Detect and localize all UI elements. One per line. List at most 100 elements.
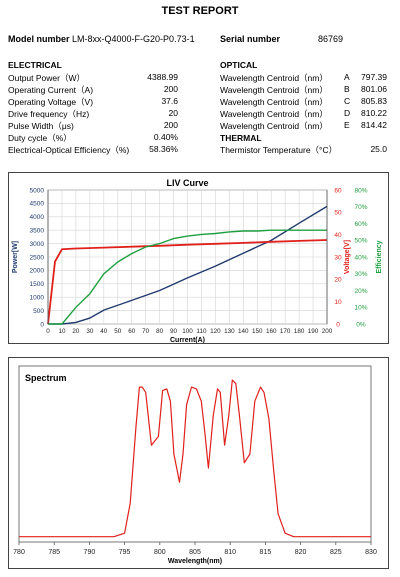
spectrum-x-tick-label: 810: [224, 549, 236, 556]
liv-x-tick-label: 200: [322, 328, 333, 335]
liv-y-right-voltage-tick-label: 60: [334, 187, 342, 194]
optical-value: 805.83: [361, 96, 387, 106]
spectrum-x-tick-label: 805: [189, 549, 201, 556]
liv-x-tick-label: 170: [280, 328, 291, 335]
liv-y-right-voltage-tick-label: 20: [334, 277, 342, 284]
spectrum-x-tick-label: 785: [48, 549, 60, 556]
liv-x-tick-label: 120: [210, 328, 221, 335]
liv-x-tick-label: 20: [72, 328, 80, 335]
optical-value: 801.06: [361, 84, 387, 94]
electrical-value: 0.40%: [153, 132, 178, 142]
liv-y-left-tick-label: 4000: [30, 214, 45, 221]
liv-x-tick-label: 90: [170, 328, 178, 335]
liv-x-tick-label: 80: [156, 328, 164, 335]
liv-y-left-tick-label: 1500: [30, 281, 45, 288]
thermistor-temperature-value: 25.0: [370, 144, 387, 154]
liv-y-right-efficiency-tick-label: 0%: [356, 321, 366, 328]
spectrum-line: [19, 379, 371, 538]
spectrum-chart-title: Spectrum: [25, 373, 67, 383]
spectrum-x-tick-label: 830: [365, 549, 377, 556]
liv-y-right-voltage-tick-label: 40: [334, 232, 342, 239]
electrical-value: 4388.99: [147, 72, 178, 82]
liv-y-left-tick-label: 4500: [30, 201, 45, 208]
liv-x-tick-label: 100: [182, 328, 193, 335]
liv-y-left-tick-label: 1000: [30, 295, 45, 302]
liv-x-tick-label: 70: [142, 328, 150, 335]
spectrum-chart: 780 785 790 795 800 805 810 815 820 825 830 Spectru…: [13, 365, 377, 565]
liv-y-right-voltage-tick-label: 50: [334, 210, 342, 217]
electrical-value: 200: [163, 84, 178, 94]
liv-chart-title: LIV Curve: [166, 178, 208, 188]
optical-label: Wavelength Centroid（nm）: [220, 97, 328, 107]
liv-y-left-tick-label: 3500: [30, 228, 45, 235]
liv-x-tick-label: 40: [100, 328, 108, 335]
electrical-label: Pulse Width（μs): [8, 121, 74, 131]
liv-efficiency-line: [48, 229, 327, 325]
optical-letter: C: [344, 96, 351, 106]
liv-y-right-efficiency-tick-label: 80%: [354, 187, 367, 194]
model-number-label: Model number: [8, 34, 70, 44]
electrical-label: Duty cycle（%）: [8, 133, 72, 143]
electrical-label: Operating Current（A): [8, 85, 94, 95]
serial-number-label: Serial number: [220, 34, 281, 44]
liv-power-line: [48, 205, 328, 325]
electrical-value: 20: [168, 108, 178, 118]
liv-x-tick-label: 60: [128, 328, 136, 335]
liv-y-left-tick-label: 2000: [30, 268, 45, 275]
spectrum-x-axis-label: Wavelength(nm): [168, 558, 222, 565]
spectrum-x-tick-label: 815: [260, 549, 272, 556]
optical-letter: A: [344, 72, 350, 82]
optical-value: 810.22: [361, 108, 387, 118]
liv-x-tick-label: 130: [224, 328, 235, 335]
liv-chart-panel: 0 10 20 30 40 50 60 70 80 90 100 110 120 130 140 150 160…: [8, 172, 389, 344]
liv-x-tick-label: 150: [252, 328, 263, 335]
spectrum-x-tick-label: 790: [84, 549, 96, 556]
liv-chart: 0 10 20 30 40 50 60 70 80 90 100 110 120 130 140 150 160…: [12, 178, 383, 344]
liv-y-right-efficiency-tick-label: 60%: [354, 221, 367, 228]
liv-x-axis-label: Current(A): [170, 337, 205, 343]
thermistor-temperature-label: Thermistor Temperature（°C）: [220, 145, 338, 155]
liv-y-right-efficiency-tick-label: 30%: [354, 271, 367, 278]
optical-label: Wavelength Centroid（nm）: [220, 73, 328, 83]
liv-y-right-efficiency-tick-label: 20%: [354, 288, 367, 295]
optical-label: Wavelength Centroid（nm）: [220, 109, 328, 119]
spectrum-x-tick-label: 820: [295, 549, 307, 556]
optical-label: Wavelength Centroid（nm）: [220, 121, 328, 131]
liv-y-left-tick-label: 500: [33, 308, 44, 315]
serial-number-value: 86769: [318, 34, 344, 44]
liv-x-tick-label: 30: [86, 328, 94, 335]
liv-x-tick-label: 0: [46, 328, 50, 335]
liv-x-tick-label: 160: [266, 328, 277, 335]
liv-y-right-efficiency-axis-label: Efficiency: [376, 240, 383, 273]
liv-y-left-tick-label: 3000: [30, 241, 45, 248]
spectrum-x-tick-label: 780: [13, 549, 25, 556]
liv-y-left-axis-label: Power[W]: [12, 241, 19, 273]
spectrum-chart-panel: 780 785 790 795 800 805 810 815 820 825 830 Spectru…: [8, 357, 389, 569]
liv-y-right-voltage-axis-label: Voltage[V]: [344, 240, 351, 274]
spectrum-x-tick-label: 795: [119, 549, 131, 556]
optical-value: 797.39: [361, 72, 387, 82]
electrical-heading: ELECTRICAL: [8, 60, 62, 70]
liv-y-left-tick-label: 2500: [30, 254, 45, 261]
liv-x-tick-label: 190: [308, 328, 319, 335]
liv-x-tick-label: 140: [238, 328, 249, 335]
liv-voltage-line: [47, 239, 328, 325]
liv-y-right-efficiency-tick-label: 40%: [354, 254, 367, 261]
optical-letter: B: [344, 84, 350, 94]
spectrum-x-tick-label: 800: [154, 549, 166, 556]
model-number-value: LM-8xx-Q4000-F-G20-P0.73-1: [72, 34, 195, 44]
liv-y-right-efficiency-tick-label: 70%: [354, 204, 367, 211]
liv-x-tick-label: 10: [58, 328, 66, 335]
optical-label: Wavelength Centroid（nm）: [220, 85, 328, 95]
liv-y-right-efficiency-tick-label: 10%: [354, 305, 367, 312]
liv-y-right-voltage-tick-label: 0: [336, 321, 340, 328]
electrical-label: Electrical-Optical Efficiency（%): [8, 145, 130, 155]
electrical-value: 37.6: [161, 96, 178, 106]
liv-x-tick-label: 180: [294, 328, 305, 335]
thermal-heading: THERMAL: [220, 133, 262, 143]
report-title: TEST REPORT: [161, 5, 239, 17]
optical-value: 814.42: [361, 120, 387, 130]
liv-y-right-voltage-tick-label: 30: [334, 254, 342, 261]
spectrum-x-tick-label: 825: [330, 549, 342, 556]
electrical-value: 200: [163, 120, 178, 130]
